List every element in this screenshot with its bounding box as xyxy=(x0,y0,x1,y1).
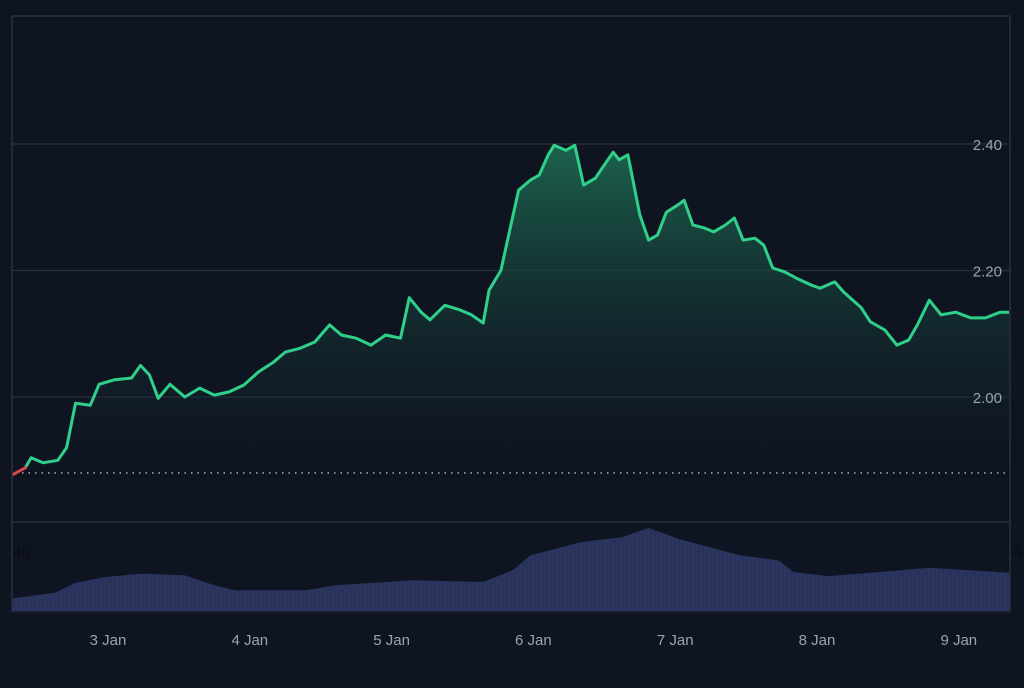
volume-axis-label-right: A xyxy=(1011,544,1022,561)
y-tick-label: 2.40 xyxy=(973,137,1002,154)
volume-axis-label-left: 40 xyxy=(13,545,31,562)
y-tick-label: 2.20 xyxy=(973,264,1002,281)
x-tick-label: 5 Jan xyxy=(373,632,410,649)
x-tick-label: 7 Jan xyxy=(657,632,694,649)
x-tick-label: 4 Jan xyxy=(231,632,268,649)
x-tick-label: 3 Jan xyxy=(90,632,127,649)
x-tick-label: 6 Jan xyxy=(515,632,552,649)
x-tick-label: 9 Jan xyxy=(940,632,977,649)
y-tick-label: 2.00 xyxy=(973,390,1002,407)
x-tick-label: 8 Jan xyxy=(799,632,836,649)
